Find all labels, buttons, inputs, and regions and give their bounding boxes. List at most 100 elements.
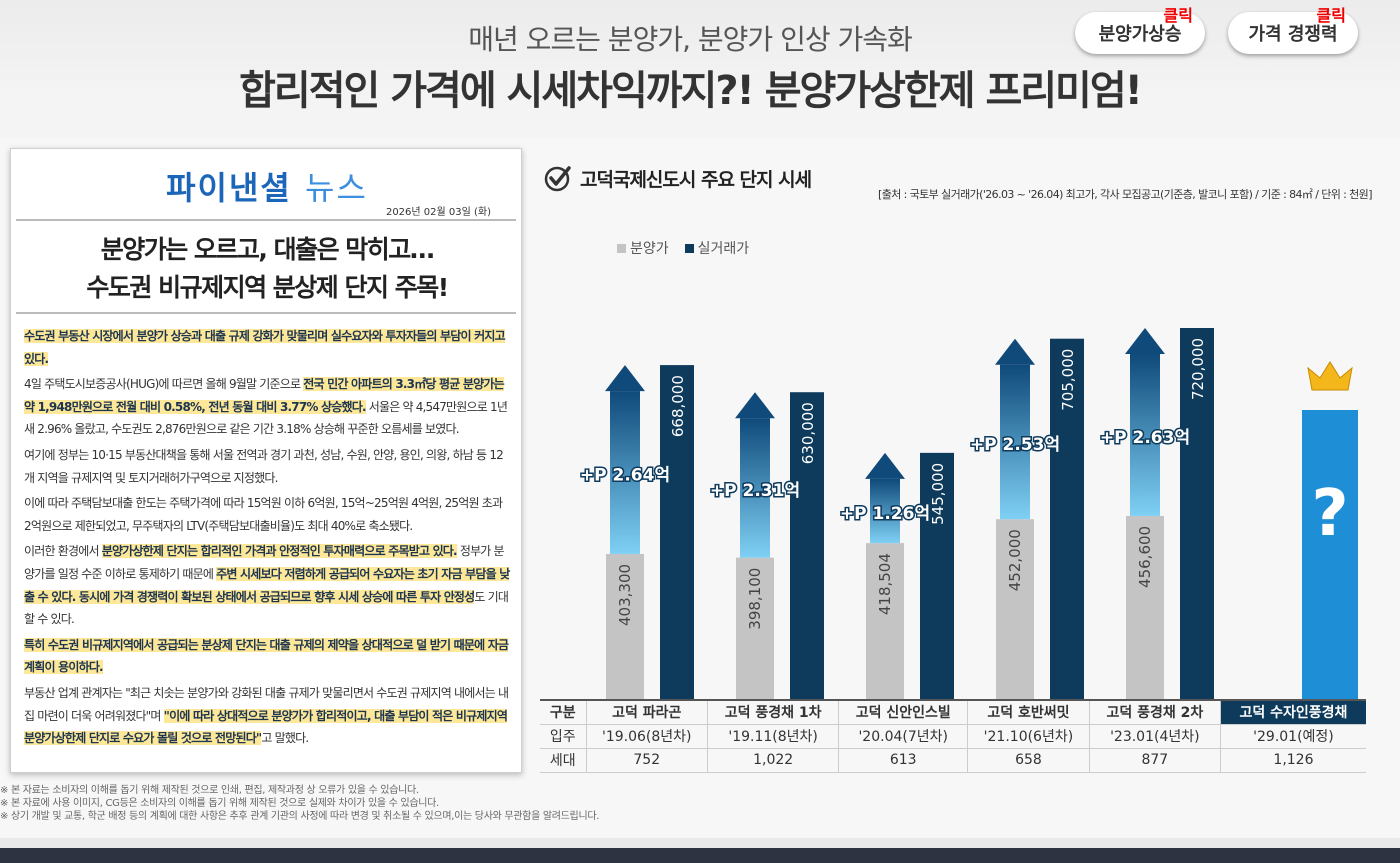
text: 서울은 약 4,547만원으로 1년 새 2.96% 올랐고, 수도권도 2,8… [24,399,508,437]
premium-arrow-head [1125,328,1165,354]
chart-title: 고덕국제신도시 주요 단지 시세 [544,164,812,192]
price-rise-button[interactable]: 분양가상승 클릭 [1075,6,1205,54]
bar-presale [996,519,1034,699]
click-badge: 클릭 [1316,6,1346,25]
premium-arrow-head [735,392,775,419]
table-cell: 고덕 풍경채 1차 [707,699,839,725]
legend-swatch [684,244,694,253]
table-row: 세대 752 1,022 613 658 877 1,126 [540,748,1366,773]
crown-icon [1307,361,1353,391]
paragraph: 이에 따라 주택담보대출 한도는 주택가격에 따라 15억원 이하 6억원, 1… [24,492,510,537]
bar-new-complex [1302,410,1358,699]
paragraph: 부동산 업계 관계자는 "최근 치솟는 분양가와 강화된 대출 규제가 맞물리면… [24,682,510,750]
bar-presale-label: 398,100 [746,568,764,630]
premium-arrow-head [605,365,645,392]
premium-arrow-shaft [870,478,900,544]
table-cell: 고덕 호반써밋 [967,699,1090,725]
legend-label: 분양가 [630,241,669,257]
table-cell: '21.10(6년차) [967,724,1090,749]
logo-text-b: 뉴스 [305,169,368,207]
premium-arrow-shaft [610,391,640,554]
table-cell: 구분 [540,699,586,725]
premium-arrow-head [865,452,905,479]
news-article: 파이낸셜 뉴스 2026년 02월 03일 (화) 분양가는 오르고, 대출은 … [10,148,522,773]
highlight: 특히 수도권 비규제지역에서 공급되는 분상제 단지는 대출 규제의 제약을 상… [24,637,509,675]
page-title: 합리적인 가격에 시세차익까지?! 분양가상한제 프리미엄! [239,68,1143,114]
table-cell: '29.01(예정) [1219,724,1366,749]
bar-presale-label: 456,600 [1136,526,1154,588]
article-body: 수도권 부동산 시장에서 분양가 상승과 대출 규제 강화가 맞물리며 실수요자… [24,325,510,753]
table-cell: 877 [1088,748,1221,773]
text: 고 말했다. [261,731,309,746]
table-cell: '19.11(8년차) [707,724,839,749]
table-cell: '19.06(8년차) [585,724,708,749]
click-badge: 클릭 [1163,6,1193,25]
table-cell: 658 [967,748,1090,773]
bar-actual [790,392,824,699]
bar-presale [866,543,904,699]
paragraph: 이러한 환경에서 분양가상한제 단지는 합리적인 가격과 안정적인 투자매력으로… [24,540,510,630]
bar-actual-label: 630,000 [799,402,817,464]
bar-presale [736,557,774,699]
text: 이에 따라 주택담보대출 한도는 주택가격에 따라 15억원 이하 6억원, 1… [24,496,503,533]
table-cell: 고덕 수자인풍경채 [1219,699,1366,725]
bar-presale-label: 403,300 [616,564,634,626]
premium-arrow-shaft [1130,354,1160,516]
table-cell: 입주 [540,724,586,749]
headline-line-1: 분양가는 오르고, 대출은 막히고… [100,235,435,264]
table-cell: 고덕 풍경채 2차 [1088,699,1221,725]
table-cell: '23.01(4년차) [1088,724,1221,749]
paragraph: 4일 주택도시보증공사(HUG)에 따르면 올해 9월말 기준으로 전국 민간 … [24,373,510,441]
text: 여기에 정부는 10·15 부동산대책을 통해 서울 전역과 경기 과천, 성남… [24,447,504,485]
premium-label: +P 2.53억 [970,435,1060,455]
table-cell: 고덕 신안인스빌 [838,699,968,725]
bar-actual-label: 720,000 [1189,338,1207,400]
note: ※ 본 자료에 사용 이미지, CG등은 소비자의 이해를 돕기 위해 제작된 … [0,798,439,809]
divider [16,219,516,221]
legend-label: 실거래가 [697,241,750,257]
bar-actual-label: 545,000 [929,463,947,525]
premium-arrow-head [995,338,1035,365]
article-headline: 분양가는 오르고, 대출은 막히고… 수도권 비규제지역 분상제 단지 주목! [11,231,523,307]
price-chart: 403,300 668,000 +P 2.64억 398,100 630,000 +P 2… [578,328,1358,699]
bar-presale [606,553,644,699]
article-date: 2026년 02월 03일 (화) [385,207,491,218]
divider [16,312,516,314]
text: 도 기대할 수 있다. [24,589,509,627]
note: ※ 상기 개발 및 교통, 학군 배정 등의 계획에 대한 사항은 추후 관계 … [0,811,600,822]
bar-actual [660,365,694,699]
headline-line-2: 수도권 비규제지역 분상제 단지 주목! [86,273,449,302]
table-cell: 고덕 파라곤 [585,699,708,725]
check-circle-icon [544,166,571,192]
note: ※ 본 자료는 소비자의 이해를 돕기 위해 제작된 것으로 인쇄, 편집, 제… [0,785,419,796]
premium-arrow-shaft [740,418,770,558]
table-cell: 1,022 [707,748,839,773]
bar-actual-label: 705,000 [1059,349,1077,411]
chart-title-text: 고덕국제신도시 주요 단지 시세 [580,168,812,191]
paragraph: 특히 수도권 비규제지역에서 공급되는 분상제 단지는 대출 규제의 제약을 상… [24,634,510,679]
premium-label: +P 1.26억 [840,504,930,524]
table-row: 입주 '19.06(8년차) '19.11(8년차) '20.04(7년차) '… [540,724,1366,749]
bar-actual [920,452,954,699]
question-mark-label: ? [1311,477,1348,551]
legend-swatch [617,244,626,253]
text: 4일 주택도시보증공사(HUG)에 따르면 올해 9월말 기준으로 [24,377,304,392]
highlight: 분양가상한제 단지는 합리적인 가격과 안정적인 투자매력으로 주목받고 있다. [101,544,458,559]
table-cell: 752 [585,748,708,773]
table-cell: 1,126 [1219,748,1366,773]
bar-actual [1050,338,1084,699]
text: 부동산 업계 관계자는 "최근 치솟는 분양가와 강화된 대출 규제가 맞물리면… [24,685,509,723]
logo-text-a: 파이낸셜 [166,169,292,207]
table-cell: 613 [838,748,968,773]
premium-label: +P 2.63억 [1100,428,1190,448]
bar-presale [1126,515,1164,699]
premium-label: +P 2.64억 [580,466,670,486]
bottom-bar [0,848,1400,863]
table-cell: 세대 [540,748,586,773]
price-competitiveness-button[interactable]: 가격 경쟁력 클릭 [1228,6,1358,54]
text: 정부가 분양가를 일정 수준 이하로 통제하기 때문에 [24,544,505,581]
table-cell: '20.04(7년차) [838,724,968,749]
premium-arrow-shaft [1000,364,1030,520]
premium-label: +P 2.31억 [710,481,800,501]
paragraph: 수도권 부동산 시장에서 분양가 상승과 대출 규제 강화가 맞물리며 실수요자… [24,325,510,370]
